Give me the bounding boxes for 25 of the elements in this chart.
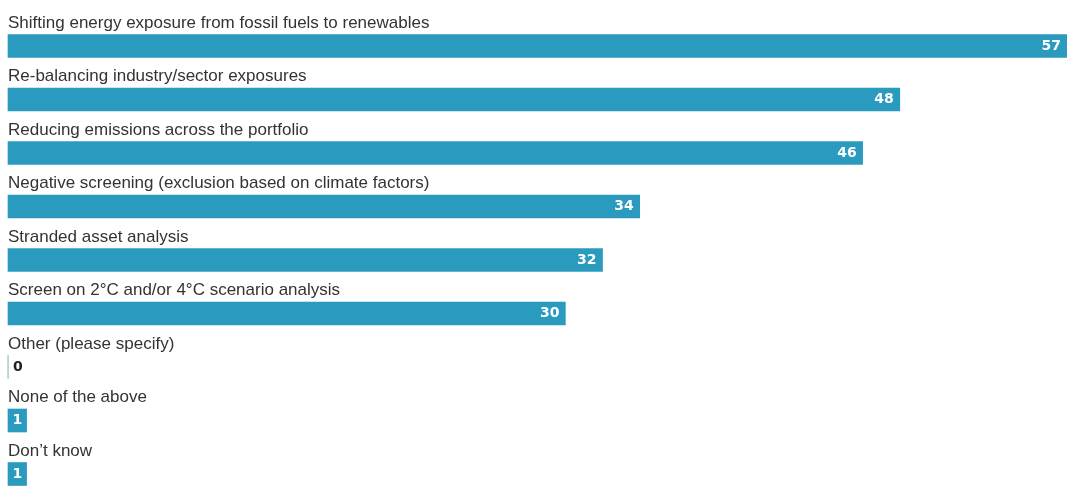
data-label: 30	[539, 304, 560, 321]
y-tick-label: Shifting energy exposure from fossil fuels to renewables	[8, 12, 430, 32]
y-tick-label: Screen on 2°C and/or 4°C scenario analysis	[8, 280, 341, 299]
bar	[7, 194, 641, 219]
y-tick-label: Stranded asset analysis	[8, 226, 189, 246]
data-label: 1	[12, 464, 23, 481]
data-label: 0	[13, 357, 23, 374]
y-tick-label: Negative screening (exclusion based on climate factors)	[8, 173, 430, 192]
data-label: 1	[12, 411, 23, 428]
data-label: 48	[874, 90, 894, 107]
y-tick-label: Reducing emissions across the portfolio	[8, 119, 309, 139]
bar	[7, 34, 1067, 58]
y-tick-label: Don’t know	[8, 440, 93, 460]
data-label: 57	[1041, 36, 1061, 53]
bar	[7, 248, 603, 272]
bar	[7, 141, 863, 165]
y-tick-label: Other (please specify)	[8, 333, 175, 353]
bar	[7, 301, 566, 326]
data-label: 32	[577, 250, 597, 267]
y-tick-label: Re-balancing industry/sector exposures	[8, 66, 307, 85]
data-label: 46	[837, 143, 857, 160]
y-tick-label: None of the above	[8, 387, 147, 406]
bar	[7, 87, 901, 112]
data-label: 34	[614, 197, 634, 214]
bar	[7, 462, 27, 486]
